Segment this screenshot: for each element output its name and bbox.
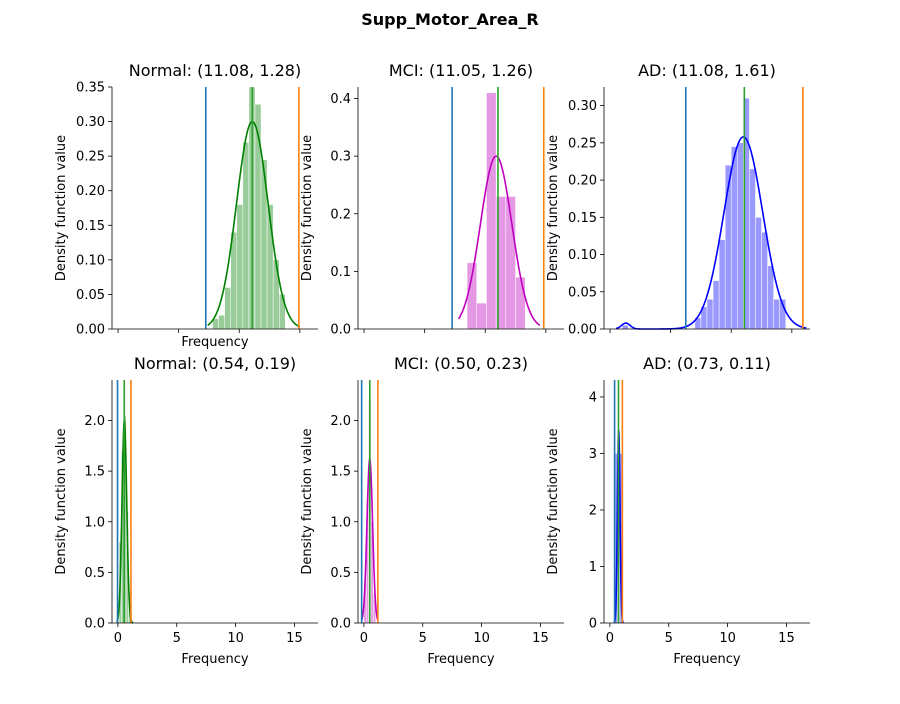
y-tick-label: 0.30 [568, 99, 597, 114]
y-tick-label: 0.2 [330, 207, 351, 222]
histogram-bar [486, 92, 497, 330]
y-tick-label: 0.10 [76, 253, 105, 268]
y-tick-label: 0.25 [76, 150, 105, 165]
x-axis-label: Frequency [181, 335, 248, 350]
subplot-ad-top: 0.00 0.05 0.10 0.15 0.20 0.25 0.30 AD: (11.08, … [546, 61, 810, 338]
x-tick-label: 0 [360, 631, 368, 646]
kde-curve [457, 155, 541, 326]
y-tick-label: 3 [589, 447, 597, 462]
histogram-bar [218, 314, 225, 330]
x-tick-label: 10 [719, 631, 736, 646]
x-axis-label: Frequency [427, 652, 494, 667]
y-tick-label: 1.0 [84, 515, 105, 530]
y-tick-label: 0.3 [330, 150, 351, 165]
y-tick-label: 2.0 [84, 414, 105, 429]
y-tick-label: 1.5 [330, 465, 351, 480]
x-axis-label: Frequency [181, 652, 248, 667]
y-tick-label: 2 [589, 503, 597, 518]
y-tick-label: 0 [589, 617, 597, 632]
y-axis-label: Density function value [54, 135, 69, 281]
y-tick-label: 0.20 [568, 174, 597, 189]
histogram-bar [737, 142, 744, 330]
histogram-bar [236, 204, 244, 330]
y-tick-label: 0.1 [330, 265, 351, 280]
y-axis-label: Density function value [300, 135, 315, 281]
histogram-bar [242, 142, 250, 330]
y-tick-label: 1 [589, 560, 597, 575]
y-tick-label: 0.0 [84, 617, 105, 632]
x-tick-label: 15 [286, 631, 303, 646]
y-axis-label: Density function value [300, 428, 315, 574]
x-tick-label: 15 [778, 631, 795, 646]
y-tick-label: 0.05 [568, 285, 597, 300]
x-tick-label: 10 [227, 631, 244, 646]
y-tick-label: 0.20 [76, 184, 105, 199]
x-tick-label: 10 [473, 631, 490, 646]
figure-title: Supp_Motor_Area_R [361, 10, 539, 29]
y-tick-label: 0.0 [330, 323, 351, 338]
histogram-bar [272, 259, 280, 330]
subplot-title: Normal: (0.54, 0.19) [134, 354, 296, 373]
histogram-bar [749, 168, 756, 330]
x-tick-label: 5 [419, 631, 427, 646]
y-tick-label: 0.5 [84, 566, 105, 581]
histogram-bar [767, 265, 774, 330]
y-tick-label: 1.0 [330, 515, 351, 530]
y-tick-label: 0.30 [76, 115, 105, 130]
x-tick-label: 5 [173, 631, 181, 646]
x-tick-label: 5 [665, 631, 673, 646]
subplot-ad-bottom: 0 1 2 3 4 0 5 10 15 AD: (0.73, 0.11) Frequency Dens… [546, 354, 810, 667]
histogram-bar [224, 287, 232, 330]
histogram-bar [755, 217, 762, 330]
histogram-bar [515, 276, 526, 330]
y-axis-label: Density function value [546, 428, 561, 574]
y-tick-label: 0.15 [568, 211, 597, 226]
kde-curve [207, 120, 301, 328]
histogram-bar [712, 280, 720, 330]
histogram-bar [706, 298, 714, 330]
y-tick-label: 2.0 [330, 414, 351, 429]
subplot-mci-top: 0.0 0.1 0.2 0.3 0.4 MCI: (11.05, 1.26) Density… [300, 61, 564, 338]
subplot-title: MCI: (11.05, 1.26) [389, 61, 533, 80]
y-tick-label: 0.10 [568, 248, 597, 263]
x-tick-label: 15 [532, 631, 549, 646]
histogram-bar [773, 298, 780, 330]
y-tick-label: 0.4 [330, 92, 351, 107]
y-axis-label: Density function value [546, 135, 561, 281]
x-axis-label: Frequency [673, 652, 740, 667]
y-tick-label: 0.00 [76, 323, 105, 338]
x-tick-label: 0 [114, 631, 122, 646]
y-tick-label: 4 [589, 390, 597, 405]
y-tick-label: 0.25 [568, 136, 597, 151]
histogram-bar [621, 325, 629, 330]
y-tick-label: 0.05 [76, 288, 105, 303]
subplot-normal-bottom: 0.0 0.5 1.0 1.5 2.0 0 5 10 15 Normal: (0.54, 0.19… [54, 354, 318, 667]
histogram-bar [278, 294, 286, 330]
histogram-bar [476, 302, 487, 330]
subplot-title: AD: (11.08, 1.61) [638, 61, 776, 80]
subplot-title: AD: (0.73, 0.11) [643, 354, 771, 373]
y-tick-label: 0.5 [330, 566, 351, 581]
histogram-bar [718, 239, 726, 330]
histogram-bar [730, 146, 738, 330]
x-tick-label: 0 [606, 631, 614, 646]
subplot-title: Normal: (11.08, 1.28) [129, 61, 301, 80]
y-tick-label: 0.00 [568, 323, 597, 338]
y-tick-label: 0.35 [76, 81, 105, 96]
y-axis-label: Density function value [54, 428, 69, 574]
y-tick-label: 0.0 [330, 617, 351, 632]
subplot-title: MCI: (0.50, 0.23) [394, 354, 528, 373]
histogram-bar [761, 231, 768, 330]
y-tick-label: 0.15 [76, 219, 105, 234]
y-tick-label: 1.5 [84, 465, 105, 480]
subplot-mci-bottom: 0.0 0.5 1.0 1.5 2.0 0 5 10 15 MCI: (0.50, 0.23) Fr… [300, 354, 564, 667]
subplot-normal-top: 0.00 0.05 0.10 0.15 0.20 0.25 0.30 0.35 Normal: … [54, 61, 318, 350]
